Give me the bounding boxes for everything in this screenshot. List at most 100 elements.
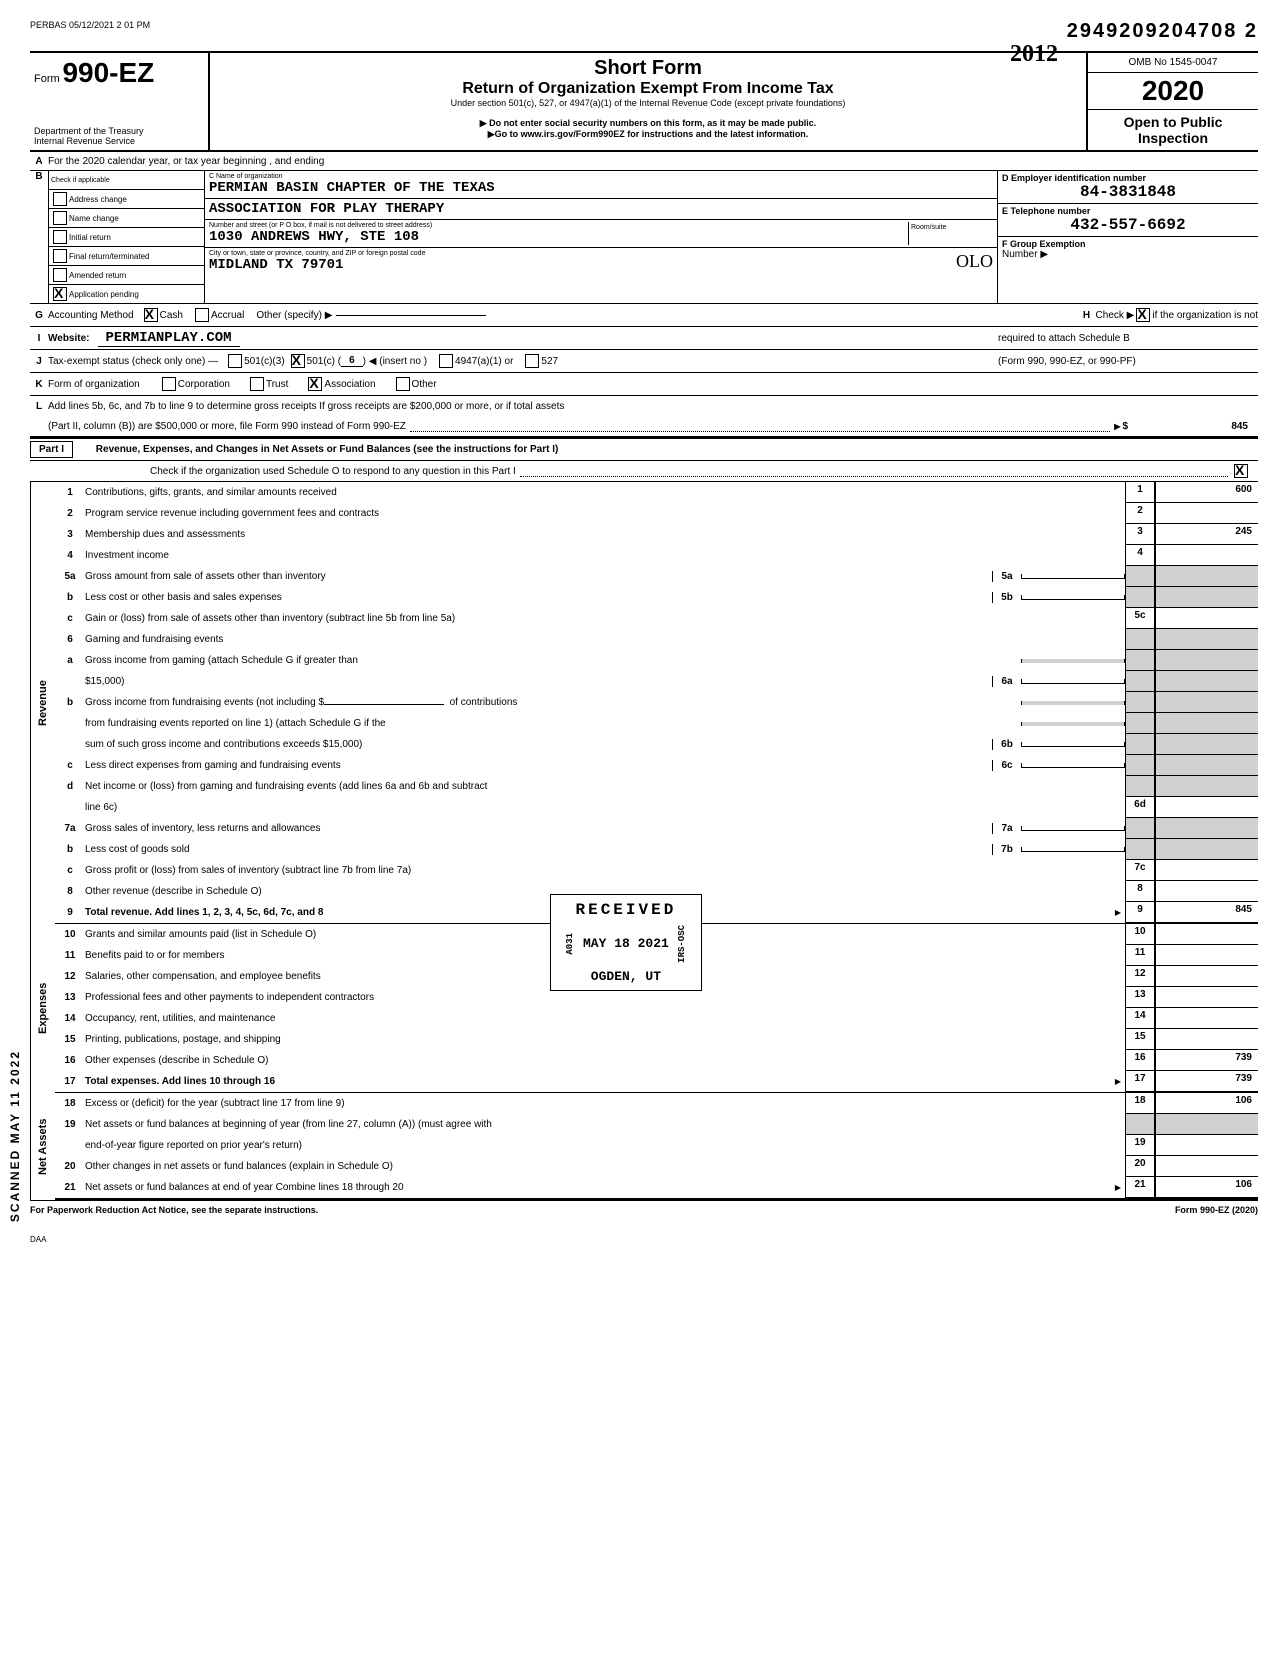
org-name2: ASSOCIATION FOR PLAY THERAPY <box>205 199 997 220</box>
c-label: C Name of organization <box>209 173 993 180</box>
form-desc: Under section 501(c), 527, or 4947(a)(1)… <box>218 98 1078 108</box>
part1-checkbox[interactable] <box>1234 464 1248 478</box>
dept-irs: Internal Revenue Service <box>34 136 204 146</box>
dept-treasury: Department of the Treasury <box>34 126 204 136</box>
line-6c: cLess direct expenses from gaming and fu… <box>55 755 1258 776</box>
l-amount: 845 <box>1128 421 1258 432</box>
line-14: 14Occupancy, rent, utilities, and mainte… <box>55 1008 1258 1029</box>
open-public: Open to Public <box>1092 114 1254 130</box>
corp-checkbox[interactable] <box>162 377 176 391</box>
assoc-checkbox[interactable] <box>308 377 322 391</box>
footer-right: Form 990-EZ (2020) <box>1175 1205 1258 1215</box>
expenses-section: Expenses 10Grants and similar amounts pa… <box>30 924 1258 1093</box>
check-name[interactable]: Name change <box>49 209 204 228</box>
part1-check-row: Check if the organization used Schedule … <box>30 461 1258 482</box>
check-if-applicable: Check if applicable Address change Name … <box>49 171 205 303</box>
addr-label: Number and street (or P O box, if mail i… <box>209 222 908 229</box>
org-name1: PERMIAN BASIN CHAPTER OF THE TEXAS <box>209 180 993 196</box>
other-label: Other (specify) ▶ <box>256 310 332 321</box>
501c3-checkbox[interactable] <box>228 354 242 368</box>
line-6b3: sum of such gross income and contributio… <box>55 734 1258 755</box>
accrual-label: Accrual <box>211 310 244 321</box>
check-amended[interactable]: Amended return <box>49 266 204 285</box>
line-6a2: $15,000)6a <box>55 671 1258 692</box>
line-2: 2Program service revenue including gover… <box>55 503 1258 524</box>
l-text2: (Part II, column (B)) are $500,000 or mo… <box>48 421 406 432</box>
line-16: 16Other expenses (describe in Schedule O… <box>55 1050 1258 1071</box>
perbas-stamp: PERBAS 05/12/2021 2 01 PM <box>30 20 150 30</box>
insert-no: ) ◀ (insert no ) <box>363 356 427 367</box>
cash-checkbox[interactable] <box>144 308 158 322</box>
line-a: A For the 2020 calendar year, or tax yea… <box>30 152 1258 171</box>
stamp-loc: OGDEN, UT <box>565 969 687 984</box>
line-6b1: bGross income from fundraising events (n… <box>55 692 1258 713</box>
check-pending[interactable]: Application pending <box>49 285 204 303</box>
form-subtitle: Return of Organization Exempt From Incom… <box>218 80 1078 98</box>
trust-checkbox[interactable] <box>250 377 264 391</box>
line-6b2: from fundraising events reported on line… <box>55 713 1258 734</box>
f-label: F Group Exemption <box>1002 239 1254 249</box>
h-text3: required to attach Schedule B <box>998 333 1258 344</box>
527-checkbox[interactable] <box>525 354 539 368</box>
line-17: 17Total expenses. Add lines 10 through 1… <box>55 1071 1258 1093</box>
line-6d1: dNet income or (loss) from gaming and fu… <box>55 776 1258 797</box>
line-k: K Form of organization Corporation Trust… <box>30 373 1258 396</box>
check-final[interactable]: Final return/terminated <box>49 247 204 266</box>
form-warn: ▶ Do not enter social security numbers o… <box>218 118 1078 129</box>
501c-checkbox[interactable] <box>291 354 305 368</box>
revenue-vert-label: Revenue <box>30 482 55 924</box>
stamp-left: A031 <box>565 933 575 955</box>
line-6d2: line 6c)6d <box>55 797 1258 818</box>
line-15: 15Printing, publications, postage, and s… <box>55 1029 1258 1050</box>
other-checkbox[interactable] <box>396 377 410 391</box>
trust-label: Trust <box>266 379 288 390</box>
h-checkbox[interactable] <box>1136 308 1150 322</box>
org-addr: 1030 ANDREWS HWY, STE 108 <box>209 229 908 245</box>
line-5b: bLess cost or other basis and sales expe… <box>55 587 1258 608</box>
section-b-row: B Check if applicable Address change Nam… <box>30 171 1258 304</box>
d-label: D Employer identification number <box>1002 173 1254 183</box>
e-label: E Telephone number <box>1002 206 1254 216</box>
501c3-label: 501(c)(3) <box>244 356 285 367</box>
website-value: permianplay.com <box>98 330 240 347</box>
accrual-checkbox[interactable] <box>195 308 209 322</box>
4947-label: 4947(a)(1) or <box>455 356 513 367</box>
check-address[interactable]: Address change <box>49 190 204 209</box>
part1-header: Part I Revenue, Expenses, and Changes in… <box>30 437 1258 461</box>
page: PERBAS 05/12/2021 2 01 PM 2949209204708 … <box>30 20 1258 1244</box>
form-label: Form <box>34 73 60 85</box>
line-6: 6Gaming and fundraising events <box>55 629 1258 650</box>
line-3: 3Membership dues and assessments3245 <box>55 524 1258 545</box>
line-7c: cGross profit or (loss) from sales of in… <box>55 860 1258 881</box>
stamp-date: MAY 18 2021 <box>583 936 669 951</box>
line-i: I Website: permianplay.com required to a… <box>30 327 1258 350</box>
cash-label: Cash <box>160 310 183 321</box>
line-18: 18Excess or (deficit) for the year (subt… <box>55 1093 1258 1114</box>
4947-checkbox[interactable] <box>439 354 453 368</box>
form-title: Short Form <box>218 57 1078 80</box>
org-info: C Name of organization PERMIAN BASIN CHA… <box>205 171 998 303</box>
phone-value: 432-557-6692 <box>1002 216 1254 234</box>
h-text2: if the organization is not <box>1152 310 1258 321</box>
line-4: 4Investment income4 <box>55 545 1258 566</box>
check-label: Check if applicable <box>49 171 204 190</box>
part1-title: Revenue, Expenses, and Changes in Net As… <box>96 444 559 455</box>
city-label: City or town, state or province, country… <box>209 250 956 257</box>
stamp-right: IRS-OSC <box>677 925 687 963</box>
line-1: 1Contributions, gifts, grants, and simil… <box>55 482 1258 503</box>
501c-label: 501(c) ( <box>307 356 341 367</box>
line-a-text: For the 2020 calendar year, or tax year … <box>48 156 324 167</box>
dln-number: 2949209204708 2 <box>1067 20 1258 43</box>
part1-check-text: Check if the organization used Schedule … <box>150 466 516 477</box>
netassets-section: Net Assets 18Excess or (deficit) for the… <box>30 1093 1258 1200</box>
room-suite: Room/suite <box>908 222 993 245</box>
hand-olo: OLO <box>956 251 993 272</box>
h-text: Check ▶ <box>1096 310 1135 321</box>
k-other-label: Other <box>412 379 437 390</box>
j-label: Tax-exempt status (check only one) — <box>48 356 218 367</box>
handwritten-year: 2012 <box>1010 41 1058 68</box>
check-initial[interactable]: Initial return <box>49 228 204 247</box>
revenue-section: Revenue 1Contributions, gifts, grants, a… <box>30 482 1258 924</box>
inspection-label: Inspection <box>1092 130 1254 146</box>
org-city: MIDLAND TX 79701 <box>209 257 956 273</box>
